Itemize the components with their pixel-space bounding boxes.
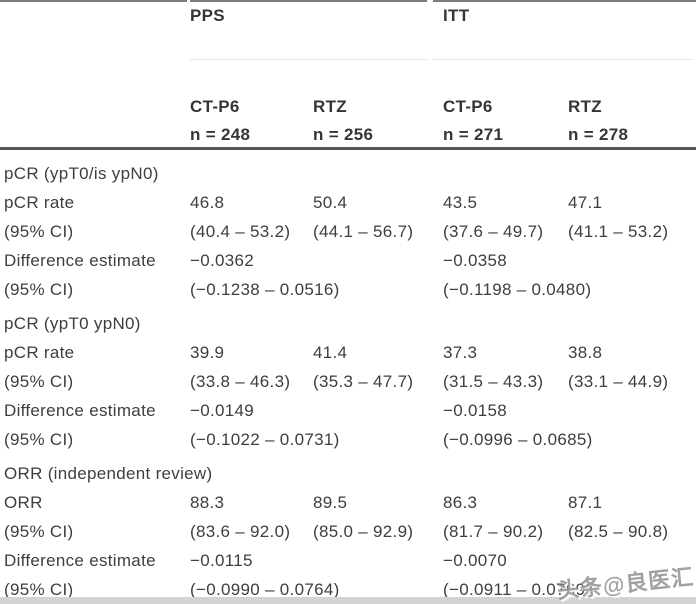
section-title-row: pCR (ypT0 ypN0) bbox=[0, 309, 696, 338]
section-title: pCR (ypT0 ypN0) bbox=[4, 314, 141, 333]
value-cell: 87.1 bbox=[568, 493, 603, 512]
thin-rule-pps-group bbox=[190, 59, 427, 60]
column-headers: CT-P6 n = 248 RTZ n = 256 CT-P6 n = 271 RTZ n =… bbox=[0, 93, 696, 149]
top-rule-label-column bbox=[0, 0, 187, 2]
column-header-spacer bbox=[0, 93, 190, 149]
value-cell: (44.1 – 56.7) bbox=[313, 222, 414, 241]
row-label: ORR bbox=[4, 493, 43, 512]
value-cell: (81.7 – 90.2) bbox=[443, 522, 544, 541]
value-cell: 89.5 bbox=[313, 493, 348, 512]
value-cell-pps-span: (−0.0990 – 0.0764) bbox=[190, 580, 340, 599]
value-cell-pps-span: (−0.1238 – 0.0516) bbox=[190, 280, 340, 299]
row-label: Difference estimate bbox=[4, 551, 156, 570]
value-cell-itt-span: −0.0158 bbox=[443, 401, 508, 420]
column-header-itt-rtz: RTZ n = 278 bbox=[568, 93, 696, 149]
column-drug-label: RTZ bbox=[568, 97, 602, 116]
row-label: (95% CI) bbox=[4, 372, 74, 391]
column-header-itt-ct-p6: CT-P6 n = 271 bbox=[443, 93, 568, 149]
section-title: ORR (independent review) bbox=[4, 464, 213, 483]
value-cell: 38.8 bbox=[568, 343, 603, 362]
bottom-crop-strip bbox=[0, 597, 696, 604]
thin-rule-itt-group bbox=[433, 59, 693, 60]
value-cell: (40.4 – 53.2) bbox=[190, 222, 291, 241]
value-cell: 88.3 bbox=[190, 493, 225, 512]
section-title: pCR (ypT0/is ypN0) bbox=[4, 164, 159, 183]
column-n-label: n = 248 bbox=[190, 125, 251, 144]
table-row: (95% CI) (−0.1238 – 0.0516) (−0.1198 – 0.0… bbox=[0, 275, 696, 304]
value-cell-pps-span: −0.0362 bbox=[190, 251, 255, 270]
header-body-divider-rule bbox=[0, 147, 696, 150]
value-cell: 47.1 bbox=[568, 193, 603, 212]
value-cell: 43.5 bbox=[443, 193, 478, 212]
value-cell-pps-span: −0.0115 bbox=[190, 551, 253, 570]
value-cell-itt-span: (−0.0911 – 0.0769) bbox=[443, 580, 592, 599]
table-section: pCR (ypT0 ypN0) pCR rate 39.9 41.4 37.3 38.8 (… bbox=[0, 304, 696, 454]
value-cell-pps-span: (−0.1022 – 0.0731) bbox=[190, 430, 340, 449]
table-row: (95% CI) (40.4 – 53.2) (44.1 – 56.7) (37.6 … bbox=[0, 217, 696, 246]
value-cell: (83.6 – 92.0) bbox=[190, 522, 291, 541]
row-label: Difference estimate bbox=[4, 251, 156, 270]
value-cell: 37.3 bbox=[443, 343, 478, 362]
table-row: Difference estimate −0.0149 −0.0158 bbox=[0, 396, 696, 425]
top-rule-pps-group bbox=[190, 0, 427, 2]
row-label: (95% CI) bbox=[4, 580, 74, 599]
value-cell: 39.9 bbox=[190, 343, 225, 362]
table-row: (95% CI) (33.8 – 46.3) (35.3 – 47.7) (31.5 … bbox=[0, 367, 696, 396]
value-cell: 46.8 bbox=[190, 193, 225, 212]
table-row: Difference estimate −0.0362 −0.0358 bbox=[0, 246, 696, 275]
group-header-pps: PPS bbox=[190, 6, 225, 25]
value-cell-itt-span: −0.0070 bbox=[443, 551, 508, 570]
value-cell: 41.4 bbox=[313, 343, 348, 362]
column-drug-label: CT-P6 bbox=[190, 97, 240, 116]
group-header-itt: ITT bbox=[443, 6, 470, 25]
table-row: pCR rate 46.8 50.4 43.5 47.1 bbox=[0, 188, 696, 217]
section-title-row: ORR (independent review) bbox=[0, 459, 696, 488]
table-row: (95% CI) (−0.1022 – 0.0731) (−0.0996 – 0.0… bbox=[0, 425, 696, 454]
row-label: (95% CI) bbox=[4, 522, 74, 541]
column-header-pps-ct-p6: CT-P6 n = 248 bbox=[190, 93, 313, 149]
table-row: (95% CI) (83.6 – 92.0) (85.0 – 92.9) (81.7 … bbox=[0, 517, 696, 546]
table-body: pCR (ypT0/is ypN0) pCR rate 46.8 50.4 43.5 47… bbox=[0, 150, 696, 604]
value-cell: 50.4 bbox=[313, 193, 348, 212]
column-drug-label: CT-P6 bbox=[443, 97, 493, 116]
row-label: (95% CI) bbox=[4, 430, 74, 449]
top-rule-itt-group bbox=[433, 0, 696, 2]
value-cell: (85.0 – 92.9) bbox=[313, 522, 414, 541]
row-label: (95% CI) bbox=[4, 222, 74, 241]
value-cell: (31.5 – 43.3) bbox=[443, 372, 544, 391]
value-cell: (33.8 – 46.3) bbox=[190, 372, 291, 391]
value-cell: 86.3 bbox=[443, 493, 478, 512]
table-row: pCR rate 39.9 41.4 37.3 38.8 bbox=[0, 338, 696, 367]
value-cell-itt-span: (−0.0996 – 0.0685) bbox=[443, 430, 593, 449]
column-n-label: n = 271 bbox=[443, 125, 504, 144]
column-drug-label: RTZ bbox=[313, 97, 347, 116]
column-n-label: n = 256 bbox=[313, 125, 374, 144]
value-cell: (35.3 – 47.7) bbox=[313, 372, 414, 391]
column-n-label: n = 278 bbox=[568, 125, 629, 144]
row-label: pCR rate bbox=[4, 343, 75, 362]
value-cell: (41.1 – 53.2) bbox=[568, 222, 669, 241]
column-header-pps-rtz: RTZ n = 256 bbox=[313, 93, 443, 149]
value-cell: (33.1 – 44.9) bbox=[568, 372, 669, 391]
row-label: pCR rate bbox=[4, 193, 75, 212]
table-section: pCR (ypT0/is ypN0) pCR rate 46.8 50.4 43.5 47… bbox=[0, 154, 696, 304]
table-row: (95% CI) (−0.0990 – 0.0764) (−0.0911 – 0.0… bbox=[0, 575, 696, 604]
row-label: Difference estimate bbox=[4, 401, 156, 420]
value-cell: (37.6 – 49.7) bbox=[443, 222, 544, 241]
table-row: Difference estimate −0.0115 −0.0070 bbox=[0, 546, 696, 575]
value-cell: (82.5 – 90.8) bbox=[568, 522, 669, 541]
table-section: ORR (independent review) ORR 88.3 89.5 86.3 8… bbox=[0, 454, 696, 604]
value-cell-itt-span: (−0.1198 – 0.0480) bbox=[443, 280, 592, 299]
row-label: (95% CI) bbox=[4, 280, 74, 299]
table-row: ORR 88.3 89.5 86.3 87.1 bbox=[0, 488, 696, 517]
value-cell-pps-span: −0.0149 bbox=[190, 401, 255, 420]
value-cell-itt-span: −0.0358 bbox=[443, 251, 508, 270]
section-title-row: pCR (ypT0/is ypN0) bbox=[0, 159, 696, 188]
